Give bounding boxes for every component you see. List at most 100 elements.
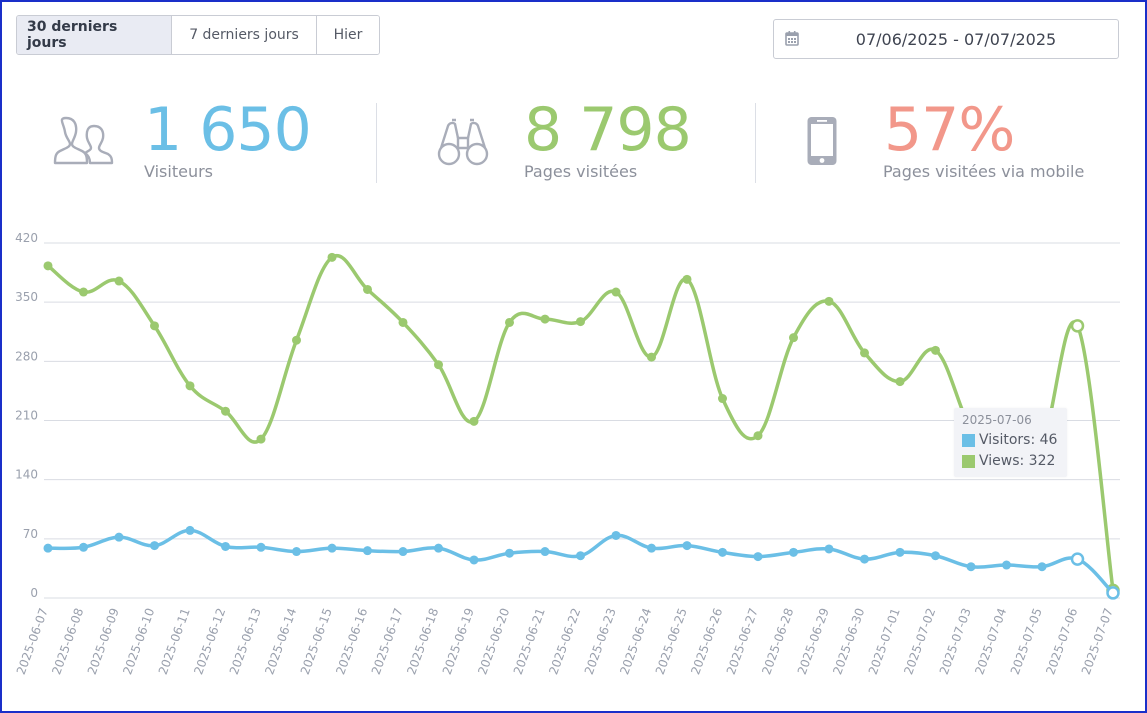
- chart-tooltip: 2025-07-06 Visitors: 46 Views: 322: [954, 408, 1067, 477]
- views-point: [150, 321, 159, 331]
- date-range-picker[interactable]: 07/06/2025 - 07/07/2025: [773, 19, 1119, 59]
- x-tick-label: 2025-06-27: [724, 606, 761, 676]
- stat-visitors: 1 650 Visiteurs: [52, 96, 352, 186]
- period-30-days-button[interactable]: 30 derniers jours: [17, 16, 172, 54]
- visitors-point: [1002, 560, 1011, 570]
- views-point: [895, 377, 905, 387]
- x-tick-label: 2025-06-20: [475, 606, 512, 676]
- tooltip-visitors-text: Visitors: 46: [979, 432, 1058, 448]
- views-point: [611, 287, 621, 297]
- x-tick-label: 2025-06-26: [688, 606, 725, 676]
- views-point: [469, 416, 479, 426]
- visitors-point: [256, 542, 266, 552]
- views-point: [185, 381, 195, 391]
- x-tick-label: 2025-07-07: [1079, 606, 1116, 676]
- visitors-point: [114, 532, 124, 542]
- tooltip-date: 2025-07-06: [962, 413, 1032, 427]
- views-point: [931, 345, 940, 355]
- x-tick-label: 2025-07-01: [866, 606, 903, 676]
- views-point: [43, 261, 53, 271]
- visitors-point: [718, 547, 727, 557]
- views-point: [79, 287, 88, 297]
- visitors-point: [43, 543, 53, 553]
- views-point: [682, 274, 692, 284]
- views-point: [327, 252, 337, 262]
- views-point: [505, 317, 514, 327]
- visitors-count: 1 650: [144, 95, 312, 165]
- visitors-point: [931, 551, 940, 561]
- period-selector: 30 derniers jours 7 derniers jours Hier: [16, 15, 380, 55]
- x-tick-label: 2025-06-28: [759, 606, 796, 676]
- views-point: [292, 335, 301, 345]
- views-point: [576, 317, 585, 327]
- stat-divider: [376, 103, 377, 183]
- visitors-point: [292, 547, 301, 557]
- views-point: [860, 348, 869, 358]
- visitors-point: [895, 547, 905, 557]
- x-tick-label: 2025-07-04: [972, 606, 1009, 676]
- x-tick-label: 2025-06-07: [14, 606, 51, 676]
- stat-mobile: 57% Pages visitées via mobile: [806, 96, 1136, 186]
- x-tick-label: 2025-06-09: [85, 606, 122, 676]
- mobile-percent: 57%: [884, 95, 1015, 165]
- x-tick-label: 2025-06-29: [795, 606, 832, 676]
- x-tick-label: 2025-06-16: [333, 606, 370, 676]
- x-tick-label: 2025-07-05: [1008, 606, 1045, 676]
- visitors-point: [185, 525, 195, 535]
- visitors-swatch: [962, 433, 975, 447]
- binoculars-icon: [437, 118, 489, 166]
- views-point: [718, 394, 727, 404]
- x-tick-label: 2025-06-08: [49, 606, 86, 676]
- mobile-label: Pages visitées via mobile: [883, 162, 1085, 181]
- x-tick-label: 2025-07-02: [901, 606, 938, 676]
- visitors-point: [1037, 562, 1047, 572]
- views-point: [398, 317, 408, 327]
- traffic-line-chart: 0701402102803504202025-06-072025-06-0820…: [14, 231, 1120, 677]
- x-tick-label: 2025-06-10: [120, 606, 157, 676]
- views-point: [789, 333, 798, 343]
- pages-label: Pages visitées: [524, 162, 638, 181]
- x-tick-label: 2025-06-13: [227, 606, 264, 676]
- x-tick-label: 2025-07-03: [937, 606, 974, 676]
- visitors-point: [647, 543, 656, 553]
- y-tick-label: 140: [15, 468, 38, 482]
- views-point: [114, 276, 124, 286]
- period-yesterday-button[interactable]: Hier: [317, 16, 379, 54]
- x-tick-label: 2025-06-25: [653, 606, 690, 676]
- period-7-days-button[interactable]: 7 derniers jours: [172, 16, 317, 54]
- y-tick-label: 0: [30, 586, 38, 600]
- visitors-point: [789, 547, 798, 557]
- visitors-point: [79, 542, 88, 552]
- visitors-point: [398, 547, 408, 557]
- visitors-point: [221, 541, 230, 551]
- x-tick-label: 2025-06-21: [511, 606, 548, 676]
- visitors-point: [505, 548, 514, 558]
- y-tick-label: 280: [15, 349, 38, 363]
- visitors-point: [860, 554, 869, 564]
- visitors-point: [327, 543, 337, 553]
- visitors-series-line: [46, 528, 1115, 595]
- views-point: [434, 360, 443, 370]
- visitors-point: [1070, 552, 1085, 566]
- visitors-point: [576, 551, 585, 561]
- x-tick-label: 2025-06-19: [440, 606, 477, 676]
- visitors-point: [150, 541, 159, 551]
- visitors-label: Visiteurs: [144, 162, 213, 181]
- views-point: [256, 434, 266, 444]
- visitors-point: [434, 543, 443, 553]
- date-range-text: 07/06/2025 - 07/07/2025: [855, 29, 1057, 49]
- pages-count: 8 798: [524, 95, 692, 165]
- views-point: [824, 296, 834, 306]
- x-tick-label: 2025-06-11: [156, 606, 193, 676]
- smartphone-icon: [807, 117, 837, 165]
- users-icon: [53, 116, 114, 165]
- views-point: [540, 314, 550, 324]
- y-tick-label: 420: [15, 231, 38, 245]
- views-point: [753, 431, 763, 441]
- visitors-point: [824, 544, 834, 554]
- views-point: [1070, 319, 1085, 333]
- visitors-point: [363, 546, 372, 556]
- visitors-point: [611, 530, 621, 540]
- visitors-point: [966, 562, 976, 572]
